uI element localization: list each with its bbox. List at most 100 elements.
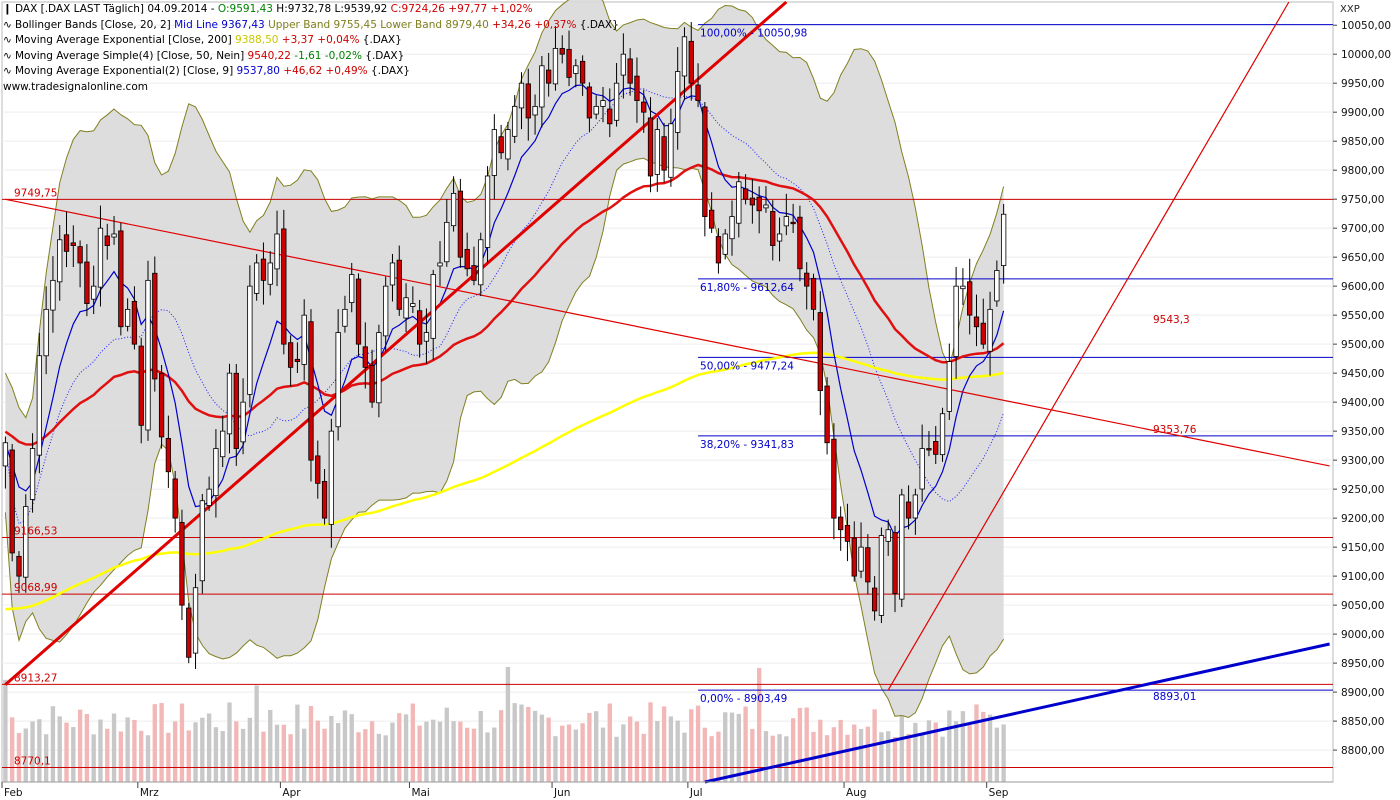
volume-bar bbox=[458, 721, 463, 782]
candle bbox=[695, 63, 701, 108]
candle bbox=[661, 122, 667, 183]
volume-bar bbox=[906, 733, 911, 782]
candle-body bbox=[851, 537, 857, 577]
candle bbox=[851, 521, 857, 582]
volume-bar bbox=[403, 714, 409, 782]
candle bbox=[980, 298, 986, 349]
candle bbox=[321, 468, 328, 525]
axis-tick-label: 9550,00 bbox=[1341, 310, 1384, 322]
moving-averages bbox=[4, 84, 1005, 611]
candle-body bbox=[994, 270, 1000, 302]
candle-body bbox=[410, 303, 416, 307]
volume-bar bbox=[621, 724, 626, 782]
candle bbox=[267, 251, 273, 296]
candle-body bbox=[118, 230, 124, 328]
candle bbox=[152, 256, 158, 392]
candle bbox=[2, 436, 9, 489]
candle bbox=[613, 63, 620, 127]
candle bbox=[804, 262, 810, 310]
candle-body bbox=[403, 297, 409, 319]
candle-body bbox=[688, 40, 694, 84]
axis-tick-label: 9950,00 bbox=[1341, 78, 1384, 90]
level-label: 8913,27 bbox=[14, 672, 57, 684]
website-label[interactable]: www.tradesignalonline.com bbox=[3, 80, 148, 93]
trendline-red-steep-uptrend bbox=[887, 1, 1290, 691]
candle bbox=[84, 244, 90, 317]
candle-body bbox=[450, 192, 457, 227]
candle-body bbox=[145, 279, 151, 431]
candle bbox=[213, 429, 219, 518]
candle-body bbox=[579, 60, 586, 84]
volume-bar bbox=[675, 720, 680, 782]
candle-body bbox=[376, 332, 382, 404]
candle bbox=[844, 503, 851, 562]
candle-body bbox=[491, 129, 497, 176]
volume-bar bbox=[709, 736, 714, 782]
candle-body bbox=[912, 494, 919, 519]
candle-body bbox=[220, 430, 226, 458]
candle-body bbox=[512, 105, 518, 137]
candle-body bbox=[593, 105, 599, 115]
candle bbox=[926, 431, 932, 457]
volume-bar bbox=[716, 731, 721, 782]
volume-bar bbox=[132, 719, 137, 782]
candle bbox=[383, 276, 389, 352]
volume-bar bbox=[702, 727, 708, 782]
volume-bar bbox=[655, 721, 660, 782]
time-tick-label: Jun bbox=[553, 787, 570, 799]
candle-body bbox=[104, 235, 110, 246]
candle bbox=[729, 200, 735, 256]
trendline-red-downtrend bbox=[5, 198, 1330, 467]
candle bbox=[722, 229, 728, 260]
volume-bar bbox=[105, 728, 110, 782]
candle-body bbox=[600, 100, 606, 107]
candle-body bbox=[675, 71, 681, 133]
volume-bar bbox=[648, 702, 653, 782]
candle-body bbox=[844, 524, 851, 542]
volume-bar bbox=[736, 713, 741, 782]
candle-body bbox=[247, 285, 253, 395]
candle bbox=[70, 225, 76, 268]
candle-body bbox=[423, 332, 430, 342]
candle bbox=[240, 378, 246, 455]
volume-bar bbox=[512, 703, 517, 782]
legend-ema200: ∿ Moving Average Exponential [Close, 200]… bbox=[3, 33, 619, 49]
volume-bar bbox=[661, 706, 667, 782]
candle-body bbox=[281, 228, 287, 345]
candle bbox=[525, 68, 531, 141]
candle-body bbox=[790, 221, 796, 225]
axis-tick-label: 8950,00 bbox=[1341, 658, 1384, 670]
candle bbox=[736, 171, 742, 238]
volume-bar bbox=[10, 717, 15, 782]
candle bbox=[464, 232, 470, 277]
candle-body bbox=[464, 248, 470, 270]
candle bbox=[498, 124, 504, 160]
candle bbox=[43, 286, 49, 375]
volume-bar bbox=[172, 721, 178, 782]
volume-bar bbox=[478, 710, 483, 782]
axis-tick-label: 9800,00 bbox=[1341, 165, 1384, 177]
legend-bb-symbol: {.DAX} bbox=[576, 18, 619, 31]
candle-body bbox=[294, 358, 301, 362]
volume-bar bbox=[845, 734, 850, 782]
candle bbox=[675, 47, 681, 150]
volume-bar bbox=[139, 730, 144, 782]
line-icon: ∿ bbox=[3, 34, 12, 46]
ema9-line bbox=[4, 84, 1005, 538]
candle bbox=[165, 415, 172, 488]
candle bbox=[260, 242, 267, 305]
candle bbox=[389, 253, 396, 302]
volume-bar bbox=[879, 732, 884, 782]
candle bbox=[763, 186, 769, 213]
candle-body bbox=[383, 285, 389, 337]
candle-body bbox=[226, 372, 233, 435]
candle bbox=[315, 440, 321, 499]
volume-bar bbox=[444, 707, 449, 782]
candle bbox=[668, 108, 674, 187]
candle-body bbox=[29, 448, 36, 500]
legend-sma50-title: Moving Average Simple(4) [Close, 50, Nei… bbox=[15, 49, 248, 62]
candle-body bbox=[885, 529, 891, 542]
candle-body bbox=[355, 278, 362, 345]
volume-bar bbox=[30, 721, 35, 782]
